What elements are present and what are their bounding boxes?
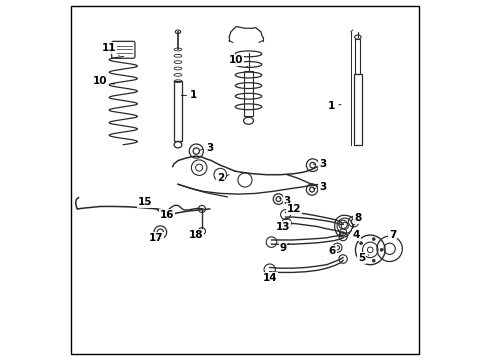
Text: 5: 5	[358, 253, 369, 263]
Circle shape	[380, 248, 383, 251]
Text: 10: 10	[229, 55, 248, 67]
Text: 17: 17	[149, 232, 163, 243]
Bar	[245, 71, 253, 117]
Text: 18: 18	[188, 230, 203, 240]
Circle shape	[360, 242, 363, 245]
Text: 6: 6	[329, 246, 340, 256]
Text: 7: 7	[388, 230, 396, 240]
Text: 1: 1	[181, 90, 197, 100]
Circle shape	[360, 255, 363, 258]
Text: 4: 4	[352, 230, 360, 240]
Text: 3: 3	[200, 143, 213, 153]
Text: 2: 2	[217, 173, 229, 183]
Text: 9: 9	[279, 243, 289, 253]
Text: 8: 8	[354, 213, 362, 223]
Text: 11: 11	[102, 43, 120, 55]
Circle shape	[372, 238, 375, 240]
Text: 10: 10	[93, 76, 115, 86]
Text: 16: 16	[159, 210, 174, 220]
Bar	[355, 39, 360, 74]
Text: 3: 3	[313, 159, 326, 169]
Text: 3: 3	[313, 182, 326, 192]
Circle shape	[372, 259, 375, 262]
Text: 13: 13	[276, 221, 291, 231]
Text: 1: 1	[328, 101, 341, 111]
Bar	[354, 74, 362, 145]
Bar	[174, 81, 182, 141]
Text: 15: 15	[138, 197, 153, 207]
Text: 3: 3	[280, 196, 291, 206]
Text: 14: 14	[262, 273, 277, 283]
Text: 12: 12	[287, 204, 301, 214]
